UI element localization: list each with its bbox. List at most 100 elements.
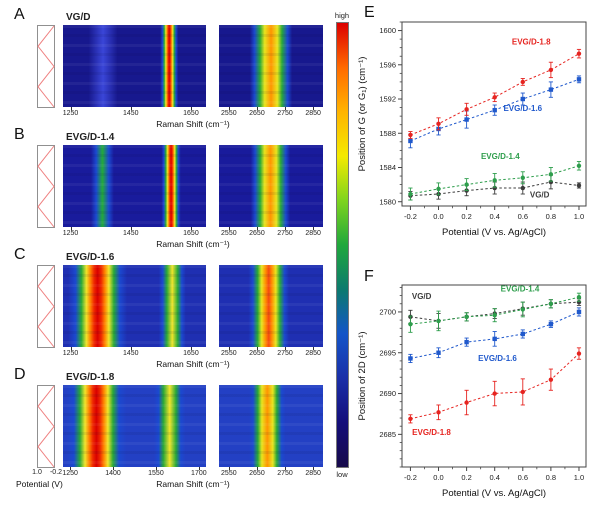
marker xyxy=(436,186,441,192)
y-axis-label: Position of G (or G₁) (cm⁻¹) xyxy=(357,57,368,172)
marker xyxy=(548,87,554,92)
axis-tick-mark xyxy=(256,227,258,230)
axis-tick-label: 2850 xyxy=(305,470,321,477)
axis-tick-mark xyxy=(228,347,230,350)
x-tick-label: -0.2 xyxy=(404,473,417,482)
axis-tick-mark xyxy=(190,227,192,230)
marker xyxy=(464,339,469,345)
marker xyxy=(464,117,469,122)
intensity-colorbar xyxy=(336,22,349,468)
series-label: EVG/D-1.4 xyxy=(501,285,540,294)
colorbar-high-label: high xyxy=(334,11,350,20)
x-axis-label: Potential (V vs. Ag/AgCl) xyxy=(442,488,546,499)
series-EVG/D-1.6: EVG/D-1.6 xyxy=(408,307,582,363)
panel-letter-A: A xyxy=(14,6,25,23)
marker xyxy=(492,95,497,100)
potential-ramp-line xyxy=(37,385,55,468)
axis-tick-mark xyxy=(256,347,258,350)
marker xyxy=(408,321,413,327)
axis-tick-label: 1450 xyxy=(122,230,139,237)
axis-tick-label: 1650 xyxy=(183,350,199,357)
axis-tick-mark xyxy=(70,347,72,350)
x-tick-label: 1.0 xyxy=(574,473,584,482)
heatmap-D-left xyxy=(63,385,206,467)
axis-tick-label: 2850 xyxy=(305,110,321,117)
axis-tick-mark xyxy=(130,227,132,230)
potential-ramp-box-A xyxy=(37,25,55,108)
axis-tick-label: 2550 xyxy=(221,350,237,357)
axis-tick-mark xyxy=(190,347,192,350)
marker xyxy=(408,191,413,197)
axis-tick-mark xyxy=(198,467,200,470)
panel-letter-C: C xyxy=(14,246,26,263)
y-tick-label: 1588 xyxy=(379,129,396,138)
series-label: EVG/D-1.6 xyxy=(503,104,542,113)
potential-axis-label: Potential (V) xyxy=(16,479,63,489)
marker xyxy=(408,138,413,144)
y-tick-label: 2700 xyxy=(379,308,396,317)
axis-tick-mark xyxy=(285,467,287,470)
potential-ramp-box-B xyxy=(37,145,55,228)
marker xyxy=(548,321,554,327)
heatmap-C-right xyxy=(219,265,323,347)
axis-tick-mark xyxy=(130,347,132,350)
series-label: EVG/D-1.6 xyxy=(478,354,517,363)
x-tick-label: 0.0 xyxy=(433,473,443,482)
marker xyxy=(492,336,497,342)
heatmap-A-left xyxy=(63,25,206,107)
y-axis-label: Position of 2D (cm⁻¹) xyxy=(357,332,368,421)
axis-tick-label: 2550 xyxy=(221,110,237,117)
plot-box xyxy=(401,21,587,207)
axis-tick-label: 2750 xyxy=(277,470,293,477)
marker xyxy=(436,410,441,415)
marker xyxy=(408,356,413,361)
axis-tick-label: 1450 xyxy=(122,110,139,117)
heatmap-B-right xyxy=(219,145,323,227)
y-tick-label: 2695 xyxy=(379,348,396,357)
potential-ramp-box-D xyxy=(37,385,55,468)
axis-tick-label: 1250 xyxy=(62,470,78,477)
marker xyxy=(492,312,497,318)
axis-tick-label: 1450 xyxy=(122,350,139,357)
x-tick-label: 0.6 xyxy=(518,473,528,482)
axis-tick-mark xyxy=(313,107,315,110)
axis-tick-label: 1250 xyxy=(62,110,79,117)
x-tick-label: 0.8 xyxy=(546,473,556,482)
axis-tick-label: 2650 xyxy=(249,470,265,477)
axis-tick-label: 2650 xyxy=(249,110,265,117)
series-label: VG/D xyxy=(530,190,550,199)
axis-tick-label: 2850 xyxy=(305,230,321,237)
raman-shift-axis-label-A: Raman Shift (cm⁻¹) xyxy=(156,119,230,129)
y-tick-label: 1584 xyxy=(379,163,396,172)
ramp-box-border xyxy=(37,25,55,108)
marker xyxy=(576,295,582,300)
marker xyxy=(436,318,441,324)
x-tick-label: 0.8 xyxy=(546,212,556,221)
ramp-box-border xyxy=(37,385,55,468)
chart-position-of-2D: -0.2 0.0 0.2 0.4 0.6 0.8 1.0 2685 2690 2695 2700 Po… xyxy=(357,284,587,499)
panel-letter-B: B xyxy=(14,126,25,143)
panel-title-D: EVG/D-1.8 xyxy=(66,372,115,383)
marker xyxy=(520,79,525,85)
marker xyxy=(548,67,554,73)
potential-ramp-line xyxy=(37,25,55,108)
axis-tick-mark xyxy=(70,227,72,230)
chart-position-of-G: -0.2 0.0 0.2 0.4 0.6 0.8 1.0 1580 1584 1588 1592 15… xyxy=(357,21,587,238)
ramp-box-border xyxy=(37,145,55,228)
x-axis-label: Potential (V vs. Ag/AgCl) xyxy=(442,227,546,238)
potential-ramp-line xyxy=(37,145,55,228)
axis-tick-mark xyxy=(313,467,315,470)
marker xyxy=(520,389,525,395)
x-tick-label: 0.6 xyxy=(518,212,528,221)
marker xyxy=(548,377,554,382)
series-EVG/D-1.4: EVG/D-1.4 xyxy=(408,152,582,201)
y-tick-label: 1580 xyxy=(379,197,396,206)
heatmap-B-left xyxy=(63,145,206,227)
axis-tick-mark xyxy=(155,467,157,470)
axis-tick-mark xyxy=(313,347,315,350)
marker xyxy=(436,350,441,355)
marker xyxy=(548,172,554,177)
marker xyxy=(436,121,441,127)
potential-axis-tick-left: 1.0 xyxy=(32,469,42,476)
